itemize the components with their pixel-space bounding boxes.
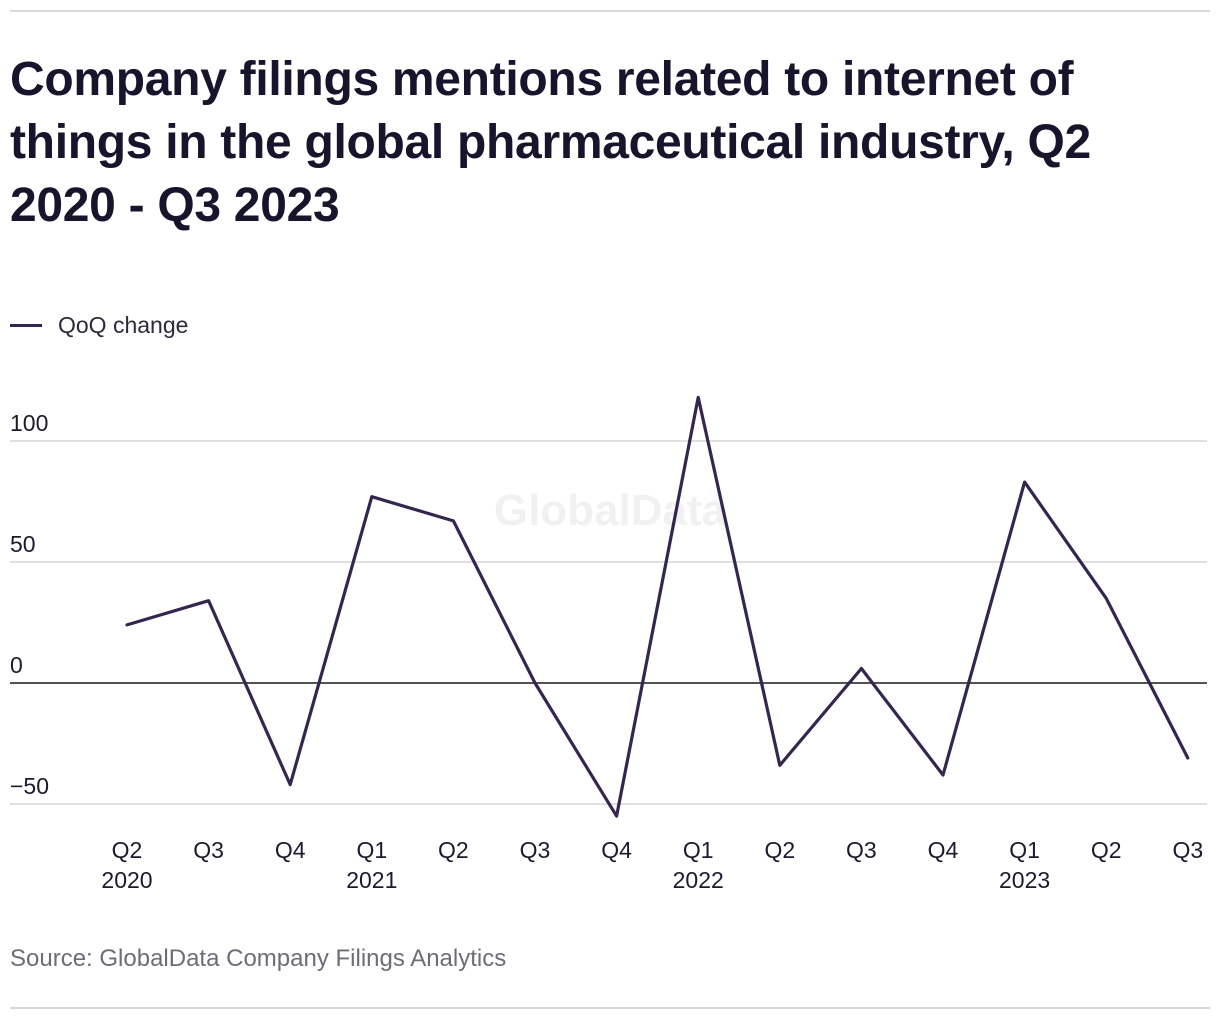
x-tick-label-quarter: Q1 — [683, 837, 714, 863]
y-tick-label: 50 — [10, 531, 36, 557]
x-tick-label-quarter: Q2 — [764, 837, 795, 863]
x-tick-label-quarter: Q4 — [601, 837, 632, 863]
x-tick-label-quarter: Q2 — [438, 837, 469, 863]
chart-title: Company filings mentions related to inte… — [10, 53, 1091, 232]
y-tick-label: 0 — [10, 652, 23, 678]
x-tick-label-quarter: Q1 — [1009, 837, 1040, 863]
legend-swatch-qoq-change — [10, 324, 42, 327]
legend: QoQ change — [10, 312, 188, 339]
x-tick-label-year: 2023 — [999, 867, 1050, 893]
top-divider — [10, 10, 1210, 12]
x-tick-label-quarter: Q3 — [193, 837, 224, 863]
source-note: Source: GlobalData Company Filings Analy… — [10, 945, 507, 972]
line-chart: GlobalData 100 50 0 −50 Q2 2020 Q3 Q4 Q1 2021 Q2 Q… — [10, 395, 1207, 893]
series-line-qoq-change — [125, 395, 1190, 818]
x-tick-label-year: 2020 — [101, 867, 152, 893]
y-tick-label: −50 — [10, 773, 49, 799]
x-tick-label-quarter: Q3 — [846, 837, 877, 863]
x-tick-label-year: 2022 — [673, 867, 724, 893]
x-tick-label-year: 2021 — [346, 867, 397, 893]
x-tick-label-quarter: Q2 — [1091, 837, 1122, 863]
watermark-text: GlobalData — [494, 486, 727, 535]
x-tick-label-quarter: Q2 — [112, 837, 143, 863]
x-tick-label-quarter: Q4 — [275, 837, 306, 863]
x-tick-label-quarter: Q3 — [520, 837, 551, 863]
x-tick-label-quarter: Q3 — [1172, 837, 1203, 863]
bottom-divider — [10, 1007, 1210, 1009]
x-tick-label-quarter: Q4 — [928, 837, 959, 863]
y-tick-label: 100 — [10, 410, 48, 436]
x-tick-label-quarter: Q1 — [356, 837, 387, 863]
legend-label-qoq-change: QoQ change — [58, 312, 189, 338]
